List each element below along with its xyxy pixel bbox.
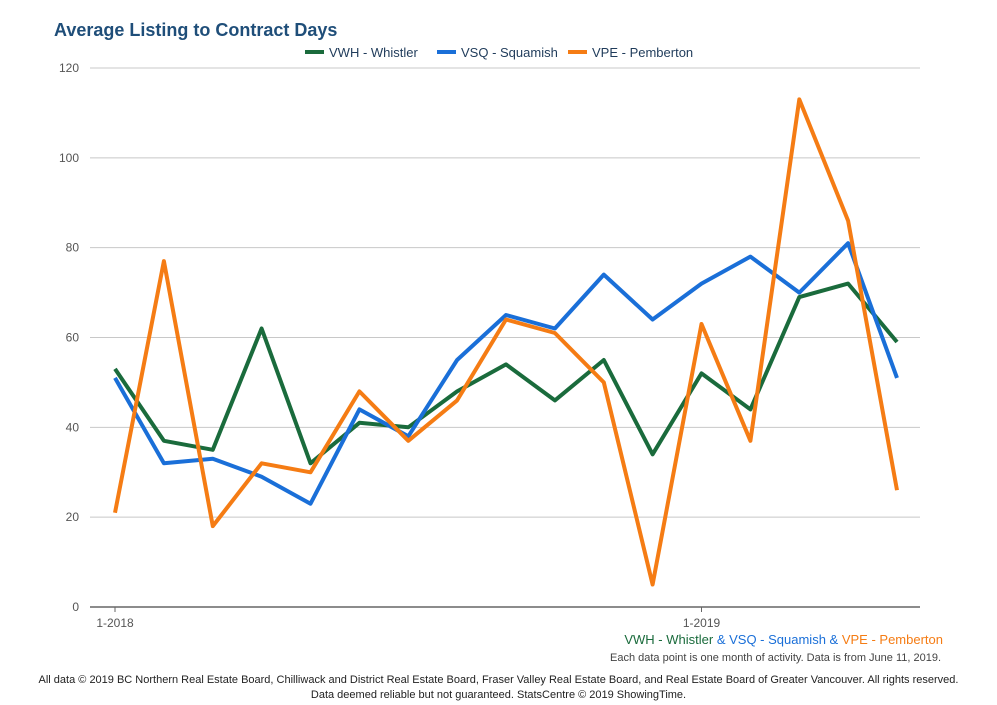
footer-disclaimer: Data deemed reliable but not guaranteed.…	[310, 689, 687, 701]
footer: All data © 2019 BC Northern Real Estate …	[0, 673, 997, 703]
source-part: VSQ - Squamish	[729, 632, 826, 647]
source-part: VPE - Pemberton	[841, 632, 943, 647]
source-legend: VWH - Whistler & VSQ - Squamish & VPE - …	[624, 632, 943, 647]
series-line	[113, 241, 899, 506]
y-tick-label: 40	[66, 420, 80, 434]
y-tick-label: 80	[66, 241, 80, 255]
x-tick-label: 1-2019	[683, 616, 721, 630]
x-axis: 1-2018 1-2019	[90, 606, 920, 630]
chart-title: Average Listing to Contract Days	[54, 20, 338, 40]
y-tick-label: 20	[66, 510, 80, 524]
series-group	[113, 97, 899, 587]
legend-entry: VSQ - Squamish	[461, 45, 558, 60]
x-tick-label: 1-2018	[96, 616, 134, 630]
footer-copyright: All data © 2019 BC Northern Real Estate …	[38, 674, 959, 686]
y-tick-label: 60	[66, 331, 80, 345]
source-part: VWH - Whistler	[624, 632, 714, 647]
source-part: &	[825, 632, 842, 647]
y-axis: 0 20 40 60 80 100 120	[59, 61, 79, 614]
series-line	[113, 281, 899, 466]
y-tick-label: 0	[72, 600, 79, 614]
data-note: Each data point is one month of activity…	[610, 652, 941, 664]
y-tick-label: 120	[59, 61, 79, 75]
legend: VWH - Whistler VSQ - Squamish VPE - Pember…	[305, 45, 693, 60]
y-tick-label: 100	[59, 151, 79, 165]
legend-entry: VWH - Whistler	[329, 45, 419, 60]
source-part: &	[713, 632, 730, 647]
legend-entry: VPE - Pemberton	[592, 45, 693, 60]
series-line	[113, 97, 899, 587]
